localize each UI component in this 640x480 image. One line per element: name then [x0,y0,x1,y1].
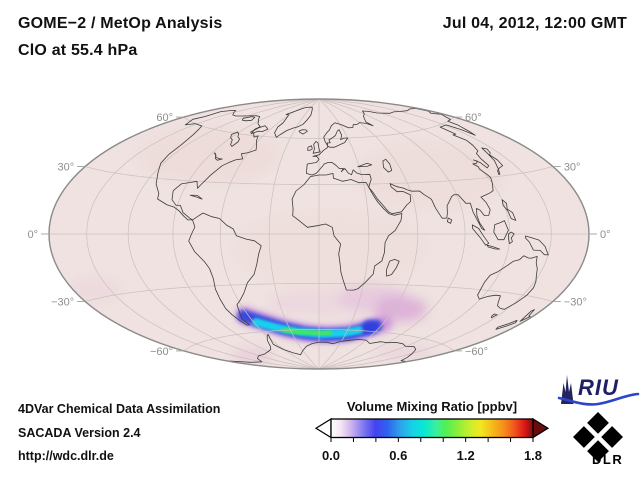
dlr-logo: DLR [573,412,623,467]
latitude-label-right-0: 0° [600,229,611,241]
clo-diffuse-patch [232,349,272,363]
coastline [519,309,535,322]
coastline [307,145,313,151]
meridian--120 [127,98,320,370]
clo-diffuse-patch [355,143,505,207]
footer-version-label: SACADA Version 2.4 [18,426,141,440]
meridian-60 [318,98,419,370]
meridian-90 [318,98,466,370]
coastline [495,319,518,330]
coastline [306,108,494,231]
riu-logo: RIU [557,375,640,406]
figure-title: GOME−2 / MetOp Analysis [18,15,223,32]
coastline [213,152,223,161]
coastline [386,259,400,277]
coastline [493,220,509,241]
colorbar-low-arrow [314,417,332,439]
meridian--30 [268,98,320,370]
coastline [155,110,261,221]
riu-logo-text: RIU [578,375,619,400]
coastline [357,162,373,168]
coastline [486,244,501,250]
latitude-labels: 60° 60° 30° 30° 0° 0° −30° −30° −60° −60° [27,112,610,358]
colorbar-tick-label-1.2: 1.2 [457,448,475,463]
clo-diffuse-patch [377,344,433,360]
figure-subtitle: ClO at 55.4 hPa [18,42,138,59]
colorbar: 0.0 0.6 1.2 1.8 [314,417,550,463]
meridian-120 [318,98,511,370]
coastlines [155,106,549,363]
figure-timestamp: Jul 04, 2012, 12:00 GMT [442,15,627,32]
coastline [250,125,269,135]
coastline [490,313,498,319]
colorbar-high-arrow [532,417,550,439]
coastline [477,255,538,310]
meridian--90 [172,98,320,370]
latitude-label-right--60: −60° [465,346,488,358]
coastline [382,158,393,173]
latitude-label-left-60: 60° [156,112,173,124]
latitude-label-right-30: 30° [564,162,581,174]
meridian-150 [318,98,552,370]
coastline [508,231,515,244]
latitude-label-left--60: −60° [150,346,173,358]
coastline [230,131,240,147]
coastline [298,129,308,135]
clo-diffuse-patch [267,291,377,315]
colorbar-title: Volume Mixing Ratio [ppbv] [346,399,518,414]
latitude-label-right-60: 60° [465,112,482,124]
colorbar-tick-label-0.0: 0.0 [322,448,340,463]
coastline [501,199,517,221]
clo-diffuse-patch [71,279,119,301]
colorbar-gradient-bar [330,418,534,439]
footer-url: http://wdc.dlr.de [18,449,114,463]
clo-vortex-east-end [362,320,376,334]
dlr-mark-slit-2 [583,422,613,452]
colorbar-ticks [330,437,534,442]
footer-assimilation-label: 4DVar Chemical Data Assimilation [18,402,221,416]
dlr-logo-text: DLR [592,452,623,467]
coastline [481,147,504,175]
latitude-label-left--30: −30° [51,297,74,309]
colorbar-tick-labels: 0.0 0.6 1.2 1.8 [322,448,542,463]
coastline [525,235,549,256]
riu-cathedral-icon [561,375,574,404]
coastline [274,106,313,138]
globe-border [48,98,590,370]
coastline [241,116,256,122]
coastline [291,173,403,291]
clo-diffuse-patch [235,210,425,290]
riu-wave-icon [557,392,640,406]
colorbar-tick-label-1.8: 1.8 [524,448,542,463]
coastline [226,333,417,363]
latitude-label-left-30: 30° [58,162,75,174]
latitude-label-left-0: 0° [27,229,38,241]
coastline [446,217,453,224]
coastline [189,194,203,200]
coastline [312,141,321,154]
meridian--60 [219,98,320,370]
colorbar-tick-label-0.6: 0.6 [389,448,407,463]
latitude-label-right--30: −30° [564,297,587,309]
coastline [188,212,262,326]
coastline [471,224,490,246]
clo-vortex-crescent-layer [281,327,333,336]
graticule [49,98,589,370]
